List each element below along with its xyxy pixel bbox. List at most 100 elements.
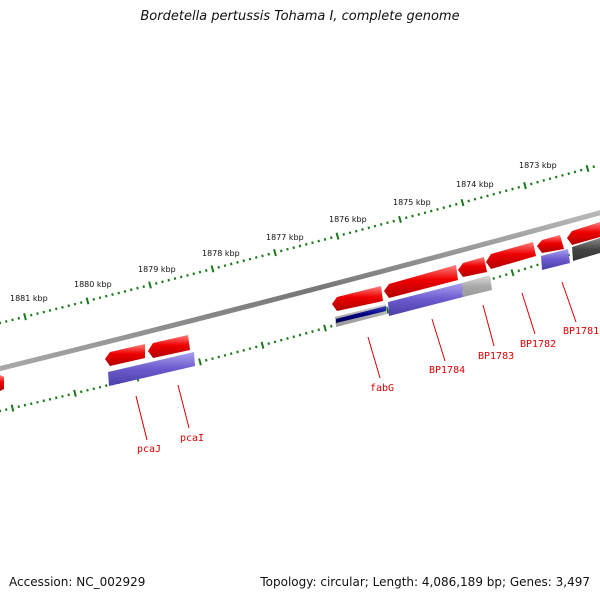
minor-tick [229, 262, 233, 266]
gene-label: BP1782 [520, 339, 556, 350]
minor-tick [61, 394, 64, 398]
scale-ring-outer [0, 164, 596, 325]
minor-tick [98, 296, 102, 300]
minor-tick [536, 263, 539, 267]
minor-tick [36, 400, 39, 404]
minor-tick [167, 278, 170, 282]
minor-tick [204, 358, 208, 362]
minor-tick [117, 291, 120, 295]
scale-labels: 1881 kbp 1880 kbp 1879 kbp 1878 kbp 1877… [10, 161, 557, 303]
minor-tick [242, 348, 246, 352]
minor-tick [386, 221, 389, 225]
minor-tick [105, 294, 108, 298]
cds-arrow [537, 235, 564, 253]
minor-tick [311, 241, 314, 245]
minor-tick [329, 324, 333, 328]
minor-tick [30, 313, 33, 317]
protein-bar [336, 306, 386, 323]
major-tick [523, 181, 527, 190]
minor-tick [236, 350, 239, 354]
minor-tick [567, 172, 571, 176]
minor-tick [498, 191, 502, 194]
minor-tick [473, 197, 477, 201]
protein-bar [572, 238, 600, 261]
minor-tick [42, 399, 45, 403]
minor-tick [130, 288, 133, 292]
minor-tick [86, 388, 89, 392]
kbp-label: 1879 kbp [138, 265, 176, 274]
minor-tick [536, 180, 539, 184]
minor-tick [5, 320, 8, 323]
minor-tick [311, 330, 314, 333]
minor-tick [504, 273, 508, 277]
minor-tick [436, 207, 439, 211]
kbp-label: 1873 kbp [519, 161, 557, 170]
leader-line [177, 384, 190, 429]
protein-features [108, 238, 600, 386]
genome-info-text: Topology: circular; Length: 4,086,189 bp… [260, 575, 590, 589]
gene-label: BP1783 [478, 351, 514, 362]
minor-tick [304, 331, 308, 335]
minor-tick [23, 403, 27, 407]
minor-tick [267, 252, 271, 256]
minor-tick [17, 316, 20, 320]
cds-arrow [105, 344, 145, 366]
minor-tick [554, 175, 558, 179]
scale-ring-inner [0, 245, 596, 413]
minor-tick [529, 182, 533, 186]
minor-tick [55, 396, 58, 400]
kbp-label: 1881 kbp [10, 294, 48, 303]
minor-tick [454, 202, 458, 206]
minor-tick [411, 214, 414, 218]
minor-tick [292, 246, 296, 250]
cds-arrow [486, 242, 536, 269]
minor-tick [5, 408, 8, 411]
minor-tick [248, 257, 252, 261]
minor-tick [317, 239, 321, 243]
minor-tick [123, 289, 127, 293]
minor-tick [161, 280, 164, 284]
minor-tick [542, 179, 546, 182]
major-tick [23, 313, 27, 321]
major-tick [260, 341, 265, 349]
minor-tick [379, 223, 383, 226]
minor-tick [217, 265, 221, 269]
minor-tick [17, 405, 20, 409]
minor-tick [180, 275, 183, 279]
major-tick [460, 198, 465, 207]
major-tick [85, 297, 90, 305]
minor-tick [392, 219, 396, 223]
minor-tick [273, 340, 277, 344]
minor-tick [354, 229, 358, 233]
minor-tick [204, 269, 208, 272]
protein-bar [108, 352, 195, 386]
minor-tick [42, 310, 45, 314]
minor-tick [448, 204, 452, 208]
minor-tick [30, 402, 33, 406]
minor-tick [361, 228, 364, 231]
minor-tick [142, 285, 145, 289]
major-tick [323, 324, 327, 332]
minor-tick [67, 304, 70, 308]
minor-tick [36, 312, 39, 316]
minor-tick [479, 196, 483, 199]
minor-tick [373, 224, 377, 228]
minor-tick [73, 302, 77, 306]
leader-line [135, 395, 148, 441]
kbp-label: 1880 kbp [74, 280, 112, 289]
minor-tick [517, 185, 521, 189]
minor-tick [261, 254, 264, 258]
kbp-label: 1877 kbp [266, 233, 304, 242]
minor-tick [367, 226, 371, 230]
minor-tick [467, 199, 471, 203]
minor-tick [348, 231, 352, 235]
map-title: Bordetella pertussis Tohama I, complete … [140, 9, 460, 24]
minor-tick [417, 213, 421, 216]
major-tick [198, 358, 202, 366]
minor-tick [80, 390, 83, 394]
minor-tick [323, 237, 327, 241]
minor-tick [136, 286, 139, 290]
minor-tick [492, 192, 496, 196]
cds-arrow [148, 335, 190, 358]
minor-tick [279, 249, 283, 253]
